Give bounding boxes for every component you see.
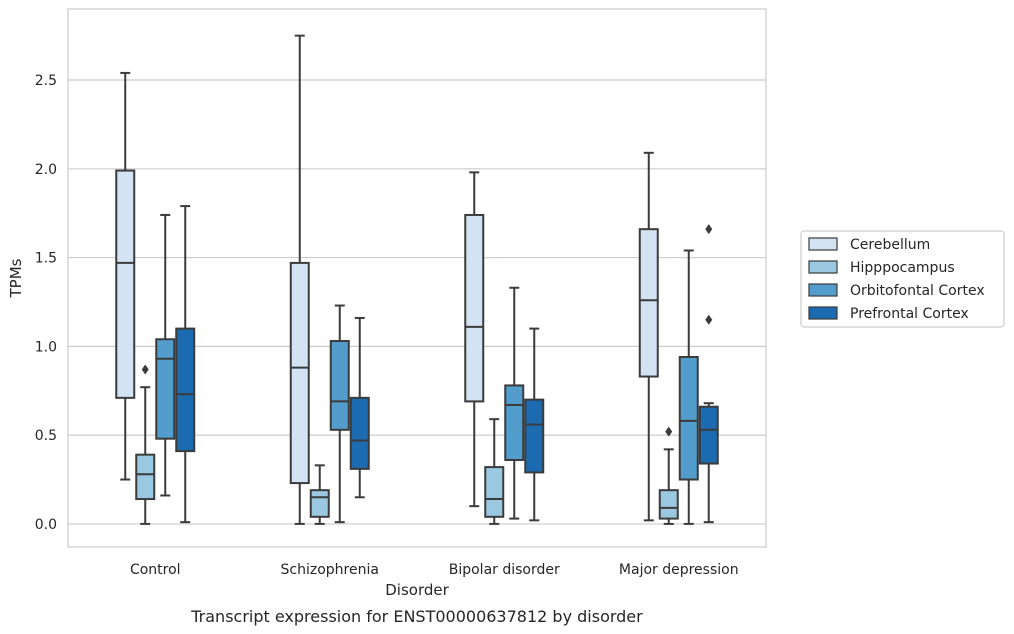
box-group [135,364,156,525]
legend-frame [800,230,1005,328]
y-tick-label: 0.5 [35,428,57,444]
box-group [115,71,136,481]
box-group [524,327,545,522]
chart-caption: Transcript expression for ENST0000063781… [190,607,643,626]
x-tick-label: Control [130,562,181,578]
outlier-point [705,224,713,235]
box-group [504,286,525,520]
y-tick-label: 0.0 [35,517,57,533]
box [484,466,505,518]
legend-swatch [808,237,838,251]
legend-label: Hipppocampus [850,260,955,276]
y-tick-label: 2.0 [35,162,57,178]
box [464,213,485,403]
box-layer [115,34,719,525]
box [135,453,156,501]
box-group [678,249,699,525]
box-group [155,213,176,497]
box-group [638,151,659,522]
box-group [484,418,505,525]
x-tick-label: Bipolar disorder [449,562,560,578]
legend-swatch [808,283,838,297]
box [329,340,350,431]
legend-swatch [808,306,838,320]
box-group [309,464,330,525]
box-group [329,304,350,524]
box-group [658,426,679,525]
outlier-point [141,364,149,375]
x-axis-label: Disorder [385,581,449,599]
box-group [289,34,310,525]
legend-label: Prefrontal Cortex [850,306,969,322]
plot-frame [67,8,767,548]
x-tick-label: Major depression [619,562,739,578]
y-tick-label: 1.0 [35,339,57,355]
box [658,489,679,520]
box [155,338,176,440]
box [524,398,545,474]
box [289,261,310,485]
box [175,327,196,453]
box-group [698,224,719,524]
x-tick-label: Schizophrenia [281,562,379,578]
box-group [464,171,485,508]
legend: Cerebellum Hipppocampus Orbitofontal Corte… [800,230,1005,328]
outlier-point [705,314,713,325]
box [504,384,525,461]
box [638,228,659,378]
y-tick-label: 1.5 [35,251,57,267]
box-group [349,316,370,499]
box [349,396,370,470]
box-group [175,205,196,524]
legend-label: Orbitofontal Cortex [850,283,985,299]
box [698,405,719,465]
y-tick-label: 2.5 [35,73,57,89]
legend-swatch [808,260,838,274]
y-axis-label: TPMs [7,258,25,298]
outlier-point [665,426,673,437]
tick-layer: 0.0 0.5 1.0 1.5 2.0 2.5 Control Schizophrenia Bi… [35,73,739,578]
box [309,489,330,518]
legend-label: Cerebellum [850,237,930,253]
box [678,356,699,481]
box [115,169,136,399]
